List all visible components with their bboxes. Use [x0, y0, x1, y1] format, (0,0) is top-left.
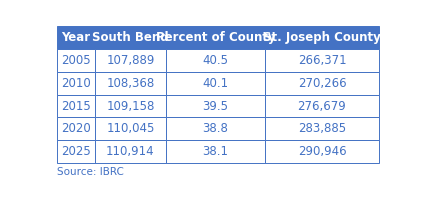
Bar — [166, 95, 265, 117]
Text: 2020: 2020 — [61, 122, 91, 135]
Text: 109,158: 109,158 — [106, 100, 155, 113]
Text: 2010: 2010 — [61, 77, 91, 90]
Text: 110,914: 110,914 — [106, 145, 155, 158]
Text: 40.1: 40.1 — [202, 77, 229, 90]
Bar — [265, 26, 379, 49]
Bar — [166, 49, 265, 72]
Text: 283,885: 283,885 — [298, 122, 346, 135]
Bar — [57, 26, 95, 49]
Bar — [166, 72, 265, 95]
Text: 39.5: 39.5 — [203, 100, 229, 113]
Text: 107,889: 107,889 — [106, 54, 155, 67]
Bar — [57, 117, 95, 140]
Text: 2025: 2025 — [61, 145, 91, 158]
Text: Source: IBRC: Source: IBRC — [57, 167, 124, 177]
Bar — [95, 140, 166, 163]
Bar — [57, 72, 95, 95]
Text: 38.1: 38.1 — [203, 145, 229, 158]
Bar — [57, 95, 95, 117]
Text: 290,946: 290,946 — [298, 145, 346, 158]
Text: 270,266: 270,266 — [298, 77, 346, 90]
Bar — [265, 72, 379, 95]
Bar — [265, 140, 379, 163]
Bar — [166, 117, 265, 140]
Bar — [95, 72, 166, 95]
Text: Percent of County: Percent of County — [156, 31, 275, 44]
Text: 276,679: 276,679 — [298, 100, 346, 113]
Bar — [95, 95, 166, 117]
Bar — [95, 117, 166, 140]
Text: South Bend: South Bend — [92, 31, 169, 44]
Text: 108,368: 108,368 — [106, 77, 155, 90]
Bar — [166, 26, 265, 49]
Text: 2005: 2005 — [61, 54, 91, 67]
Bar — [95, 26, 166, 49]
Text: St. Joseph County: St. Joseph County — [263, 31, 381, 44]
Text: 38.8: 38.8 — [203, 122, 229, 135]
Text: Year: Year — [62, 31, 91, 44]
Bar — [265, 117, 379, 140]
Bar — [95, 49, 166, 72]
Bar — [265, 49, 379, 72]
Text: 110,045: 110,045 — [106, 122, 155, 135]
Bar — [166, 140, 265, 163]
Bar — [265, 95, 379, 117]
Text: 266,371: 266,371 — [298, 54, 346, 67]
Bar — [57, 49, 95, 72]
Text: 40.5: 40.5 — [203, 54, 229, 67]
Bar — [57, 140, 95, 163]
Text: 2015: 2015 — [61, 100, 91, 113]
